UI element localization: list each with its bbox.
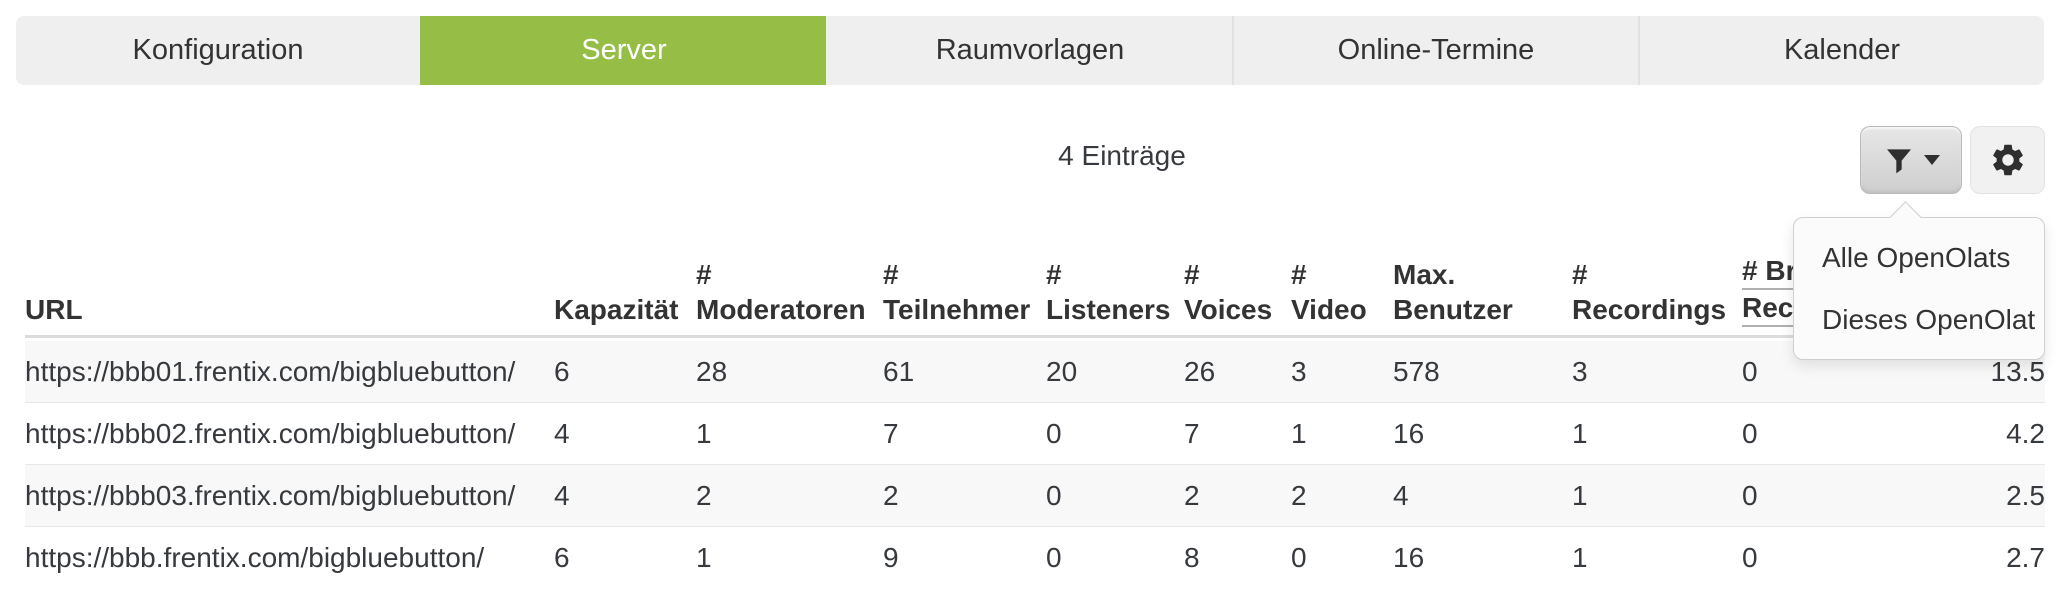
header-line1: # [883,259,899,290]
table-cell: 578 [1393,355,1440,387]
table-row: https://bbb02.frentix.com/bigbluebutton/… [25,403,2045,465]
url-cell: https://bbb.frentix.com/bigbluebutton/ [25,541,485,573]
filter-dropdown-menu: Alle OpenOlats Dieses OpenOlat [1793,201,2045,360]
entries-count: 4 Einträge [1058,140,1186,171]
column-header[interactable]: # Video [1291,257,1393,327]
table-cell: 28 [696,355,728,387]
header-line1: # Br [1742,253,1797,290]
column-header[interactable]: # Moderatoren [696,257,883,327]
tab-konfiguration[interactable]: Konfiguration [132,34,304,66]
table-cell: 1 [1572,541,1588,573]
column-header[interactable]: # Listeners [1046,257,1184,327]
table-cell: 1 [1572,479,1588,511]
table-cell: 1 [696,417,712,449]
caret-down-icon [1923,155,1940,165]
table-settings-button[interactable] [1970,126,2045,194]
header-line1: # [1046,259,1062,290]
tab-kalender[interactable]: Kalender [1638,16,2044,85]
table-cell: 7 [883,417,899,449]
table-cell: 3 [1291,355,1307,387]
header-line2: Listeners [1046,294,1171,325]
tab-raumvorlagen[interactable]: Raumvorlagen [935,34,1125,66]
table-cell: 1 [1572,417,1588,449]
table-cell: 16 [1393,541,1425,573]
table-cell: 0 [1742,541,1758,573]
header-line2: Rec [1742,290,1794,327]
table-cell: 0 [1046,479,1062,511]
table-cell: 1 [1291,417,1307,449]
table-cell: 4.2 [2006,417,2045,449]
gear-icon [1989,141,2027,179]
tab-online-termine[interactable]: Online-Termine [1232,16,1638,85]
column-header[interactable]: Max. Benutzer [1393,257,1572,327]
column-header[interactable]: # Teilnehmer [883,257,1046,327]
server-table: https://bbb01.frentix.com/bigbluebutton/… [25,341,2045,588]
table-cell: 2 [1291,479,1307,511]
dropdown-notch [1889,201,1922,234]
table-cell: 2 [696,479,712,511]
column-header[interactable]: Kapazität [554,292,696,327]
table-cell: 0 [1742,479,1758,511]
header-line2: URL [25,294,83,325]
table-row: https://bbb03.frentix.com/bigbluebutton/… [25,465,2045,527]
header-line2: Benutzer [1393,294,1513,325]
column-header[interactable]: # Recordings [1572,257,1742,327]
table-row: https://bbb.frentix.com/bigbluebutton/6 1… [25,527,2045,588]
table-cell: 0 [1742,355,1758,387]
table-cell: 4 [554,479,570,511]
table-cell: 20 [1046,355,1078,387]
table-cell: 0 [1742,417,1758,449]
funnel-icon [1883,144,1915,176]
table-cell: 0 [1291,541,1307,573]
table-cell: 2 [1184,479,1200,511]
header-line1: # [1291,259,1307,290]
header-line2: Video [1291,294,1367,325]
header-line2: Teilnehmer [883,294,1031,325]
table-cell: 6 [554,541,570,573]
table-cell: 3 [1572,355,1588,387]
table-cell: 13.5 [1990,355,2046,387]
tab-server[interactable]: Server [420,16,826,85]
column-header[interactable]: # Br Rec [1742,253,1912,327]
table-cell: 7 [1184,417,1200,449]
table-cell: 8 [1184,541,1200,573]
table-cell: 0 [1046,417,1062,449]
table-cell: 26 [1184,355,1216,387]
table-cell: 4 [1393,479,1409,511]
header-line1: # [1572,259,1588,290]
table-header-row: URL Kapazität # Moderatoren # Teilnehmer # List… [25,230,2045,338]
header-line2: Recordings [1572,294,1727,325]
header-line1: # [696,259,712,290]
table-cell: 61 [883,355,915,387]
column-header[interactable]: # Voices [1184,257,1291,327]
table-cell: 0 [1046,541,1062,573]
filter-menu-item[interactable]: Dieses OpenOlat [1822,304,2036,335]
table-cell: 16 [1393,417,1425,449]
table-cell: 9 [883,541,899,573]
url-cell: https://bbb03.frentix.com/bigbluebutton/ [25,479,516,511]
url-cell: https://bbb01.frentix.com/bigbluebutton/ [25,355,516,387]
table-cell: 2 [883,479,899,511]
filter-menu-item[interactable]: Alle OpenOlats [1822,242,2011,273]
table-cell: 2.7 [2006,541,2045,573]
header-line2: Moderatoren [696,294,866,325]
header-line2: Voices [1184,294,1273,325]
column-header[interactable]: URL [25,292,554,327]
table-cell: 2.5 [2006,479,2045,511]
tab-bar: Konfiguration Server Raumvorlagen Online-Te… [16,16,2044,85]
header-line2: Kapazität [554,294,679,325]
table-cell: 6 [554,355,570,387]
table-cell: 1 [696,541,712,573]
table-cell: 4 [554,417,570,449]
header-line1: Max. [1393,259,1456,290]
url-cell: https://bbb02.frentix.com/bigbluebutton/ [25,417,516,449]
filter-button[interactable] [1860,126,1962,194]
table-row: https://bbb01.frentix.com/bigbluebutton/… [25,341,2045,403]
header-line1: # [1184,259,1200,290]
